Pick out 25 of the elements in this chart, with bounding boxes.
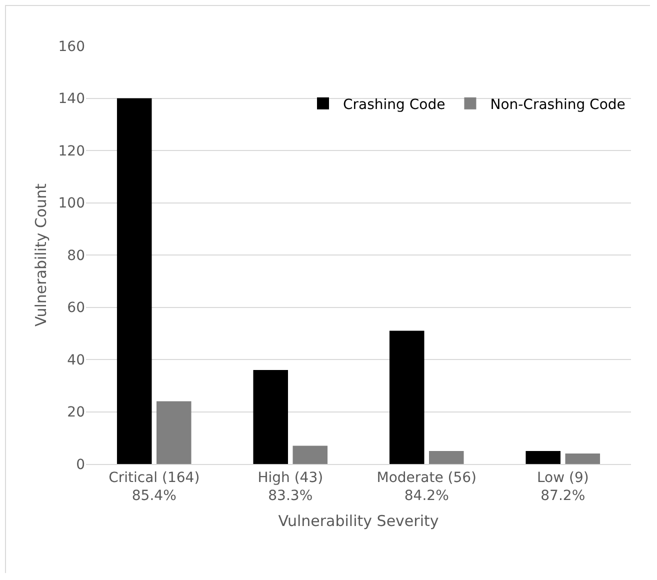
- bar: [253, 370, 288, 464]
- y-tick-label: 60: [67, 300, 85, 316]
- y-tick-label: 120: [58, 143, 85, 160]
- bar: [429, 450, 464, 464]
- legend-label: Non-Crashing Code: [490, 96, 626, 113]
- bar: [156, 401, 192, 464]
- x-tick-label: Low (9) 87.2%: [536, 470, 589, 504]
- bar: [389, 330, 424, 464]
- y-tick-label: 40: [67, 352, 85, 368]
- y-tick-label: 80: [67, 248, 85, 264]
- x-tick-label: Moderate (56) 84.2%: [376, 470, 477, 504]
- bar: [116, 98, 152, 464]
- bar: [565, 454, 600, 464]
- y-axis-title: Vulnerability Count: [32, 183, 50, 327]
- x-tick-label: High (43) 83.3%: [258, 470, 324, 504]
- y-tick-label: 160: [58, 38, 85, 55]
- x-tick-label: Critical (164) 85.4%: [108, 470, 200, 504]
- y-tick-label: 100: [58, 196, 85, 212]
- y-tick-label: 20: [67, 404, 85, 421]
- legend-label: Crashing Code: [343, 96, 446, 113]
- y-tick-label: 0: [76, 456, 85, 473]
- x-axis-title: Vulnerability Severity: [278, 512, 439, 530]
- y-tick-label: 140: [58, 91, 85, 108]
- bar: [526, 450, 560, 464]
- bar: [292, 446, 328, 464]
